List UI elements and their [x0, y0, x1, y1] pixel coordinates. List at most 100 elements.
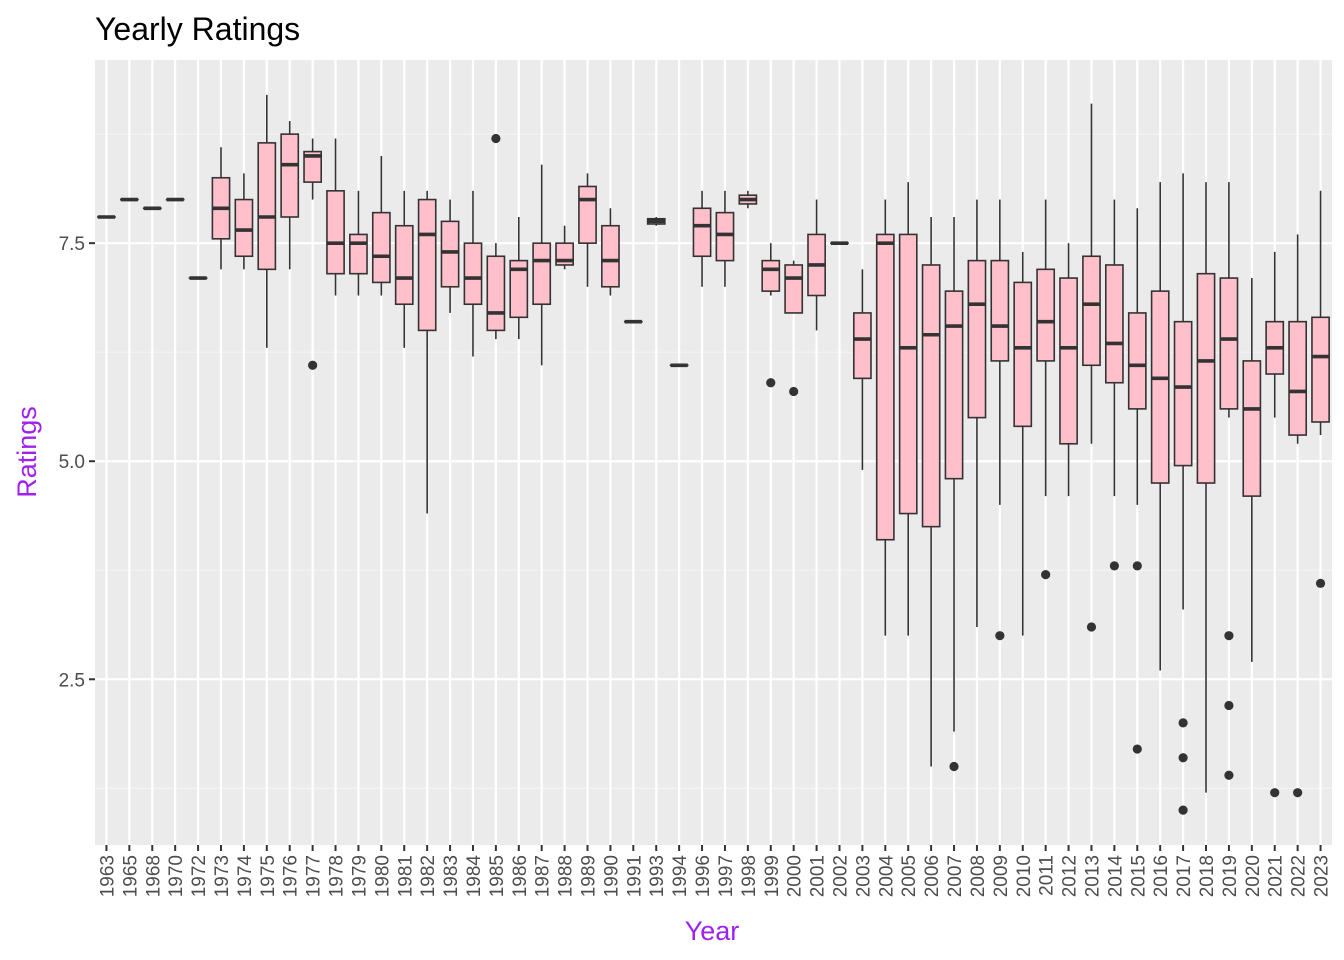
box-1975 [257, 94, 277, 348]
x-tick-label: 1993 [647, 855, 668, 897]
x-tick-label: 2006 [922, 855, 943, 897]
outlier-point [766, 378, 776, 388]
box-iqr [1288, 320, 1308, 436]
outlier-point [1224, 631, 1234, 641]
box-iqr [1196, 272, 1216, 484]
box-iqr [990, 259, 1010, 362]
outlier-point [1315, 578, 1326, 588]
x-tick-label: 2021 [1266, 855, 1287, 897]
box-1973 [211, 147, 231, 270]
x-tick-label: 2011 [1037, 855, 1058, 896]
x-axis: 1963 1965 1968 1970 1972 1973 1974 1975 1976 1977… [97, 845, 1333, 898]
box-1977 [303, 138, 323, 370]
box-1993 [646, 217, 666, 226]
box-iqr [1104, 264, 1124, 384]
x-tick-label: 2017 [1174, 855, 1195, 897]
box-2017 [1173, 173, 1193, 815]
box-1988 [555, 225, 574, 270]
box-1978 [326, 138, 345, 296]
x-tick-label: 2008 [968, 855, 989, 897]
box-iqr [509, 259, 529, 319]
x-tick-label: 2004 [876, 855, 897, 898]
x-tick-label: 1963 [97, 855, 118, 897]
x-tick-label: 1989 [579, 855, 600, 897]
box-2012 [1059, 243, 1078, 497]
plot-panel [95, 60, 1332, 845]
box-2003 [853, 269, 872, 470]
box-2000 [784, 260, 804, 397]
x-tick-label: 1988 [556, 855, 577, 897]
x-tick-label: 1986 [510, 855, 531, 897]
x-tick-label: 1968 [143, 855, 164, 897]
x-axis-title: Year [685, 916, 740, 946]
box-iqr [1127, 312, 1147, 410]
outlier-point [1132, 744, 1142, 754]
box-iqr [234, 198, 254, 258]
box-2016 [1150, 182, 1170, 671]
x-tick-label: 2016 [1151, 855, 1172, 897]
box-iqr [578, 185, 597, 244]
x-tick-label: 2018 [1197, 855, 1218, 897]
x-tick-label: 1994 [670, 855, 691, 898]
boxplot-series [97, 94, 1330, 815]
box-iqr [692, 207, 712, 258]
x-tick-label: 2002 [830, 855, 851, 897]
box-1976 [280, 121, 300, 270]
x-tick-label: 1998 [739, 855, 760, 897]
box-iqr [784, 264, 804, 314]
x-tick-label: 2010 [1014, 855, 1035, 897]
box-iqr [440, 220, 460, 288]
box-iqr [898, 233, 918, 515]
x-tick-label: 1980 [372, 855, 393, 897]
x-tick-label: 2022 [1289, 855, 1310, 897]
x-tick-label: 1983 [441, 855, 462, 897]
x-tick-label: 1990 [601, 855, 622, 897]
x-tick-label: 1979 [349, 855, 370, 897]
outlier-point [949, 761, 959, 772]
box-2007 [944, 217, 964, 772]
box-iqr [1242, 360, 1262, 497]
outlier-point [1224, 770, 1234, 780]
x-tick-label: 1978 [327, 855, 348, 897]
x-tick-label: 2013 [1082, 855, 1103, 897]
box-iqr [761, 259, 781, 292]
box-iqr [463, 242, 483, 306]
x-tick-label: 1970 [166, 855, 187, 897]
box-iqr [1059, 277, 1078, 445]
grid-minor [95, 133, 1332, 789]
outlier-point [1109, 561, 1119, 571]
x-tick-label: 2019 [1220, 855, 1241, 897]
box-1999 [761, 243, 781, 388]
outlier-point [995, 631, 1005, 641]
y-tick-label: 5.0 [59, 452, 85, 473]
x-tick-label: 1977 [304, 855, 325, 897]
x-tick-label: 1987 [533, 855, 554, 897]
box-iqr [532, 242, 552, 306]
box-1984 [463, 190, 483, 357]
x-tick-label: 1999 [762, 855, 783, 897]
box-iqr [1082, 255, 1101, 367]
x-tick-label: 2015 [1128, 855, 1149, 897]
box-iqr [371, 211, 391, 284]
box-2010 [1013, 251, 1033, 636]
box-2021 [1265, 251, 1285, 798]
box-iqr [417, 198, 437, 332]
box-iqr [967, 259, 987, 419]
box-1979 [349, 190, 368, 296]
x-tick-label: 2012 [1060, 855, 1081, 897]
box-iqr [303, 150, 323, 183]
x-tick-label: 1974 [235, 855, 256, 898]
box-2004 [875, 199, 895, 636]
box-2020 [1242, 278, 1262, 662]
box-2009 [990, 199, 1010, 641]
x-tick-label: 2001 [808, 855, 829, 897]
x-tick-label: 1985 [487, 855, 508, 897]
x-tick-label: 1976 [281, 855, 302, 897]
box-2015 [1127, 208, 1147, 754]
box-iqr [1013, 281, 1033, 428]
box-iqr [486, 255, 506, 332]
box-1974 [234, 173, 254, 270]
box-iqr [1173, 320, 1193, 467]
x-tick-label: 2014 [1105, 855, 1126, 898]
outlier-point [789, 386, 799, 397]
